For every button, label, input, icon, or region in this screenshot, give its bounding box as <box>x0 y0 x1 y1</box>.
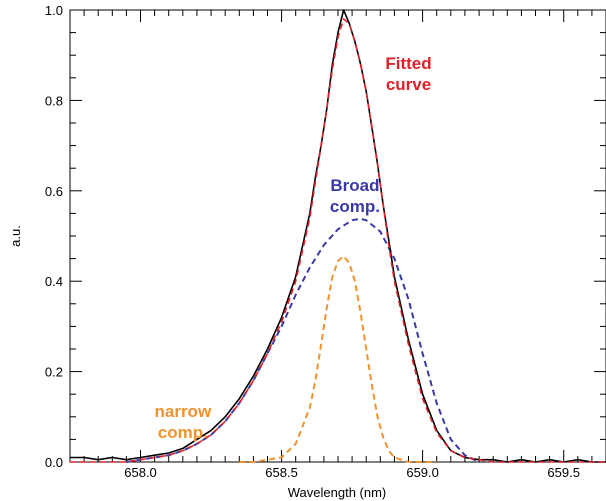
annotation-line: comp. <box>330 197 380 216</box>
narrow-curve <box>239 255 437 463</box>
tick-labels: 658.0 658.5 659.0 659.5 0.0 0.2 0.4 0.6 0.8 1.0 <box>45 3 580 480</box>
y-axis-label: a.u. <box>8 225 23 247</box>
axis-ticks <box>70 10 606 462</box>
broad-curve <box>126 217 480 463</box>
annotation-line: Fitted <box>385 54 431 73</box>
x-tick-label: 658.5 <box>265 465 298 480</box>
y-tick-label: 0.8 <box>45 93 63 108</box>
observed-curve <box>70 9 606 463</box>
annotation-line: comp. <box>158 423 208 442</box>
annotations: Fitted curve Broad comp. narrow comp. <box>154 54 431 442</box>
annotation-0: Fitted curve <box>385 54 431 94</box>
y-tick-label: 0.2 <box>45 365 63 380</box>
annotation-line: narrow <box>154 402 211 421</box>
x-axis-label: Wavelength (nm) <box>288 485 387 500</box>
curves <box>70 9 606 463</box>
fitted-curve <box>70 18 606 463</box>
y-tick-label: 0.6 <box>45 184 63 199</box>
annotation-2: narrow comp. <box>154 402 211 442</box>
y-tick-label: 1.0 <box>45 3 63 18</box>
x-tick-label: 659.5 <box>547 465 580 480</box>
annotation-line: curve <box>386 75 431 94</box>
x-tick-label: 659.0 <box>406 465 439 480</box>
plot-frame <box>69 9 606 463</box>
x-tick-label: 658.0 <box>124 465 157 480</box>
annotation-1: Broad comp. <box>330 176 380 216</box>
y-tick-label: 0.4 <box>45 274 63 289</box>
annotation-line: Broad <box>330 176 379 195</box>
y-tick-label: 0.0 <box>45 455 63 470</box>
